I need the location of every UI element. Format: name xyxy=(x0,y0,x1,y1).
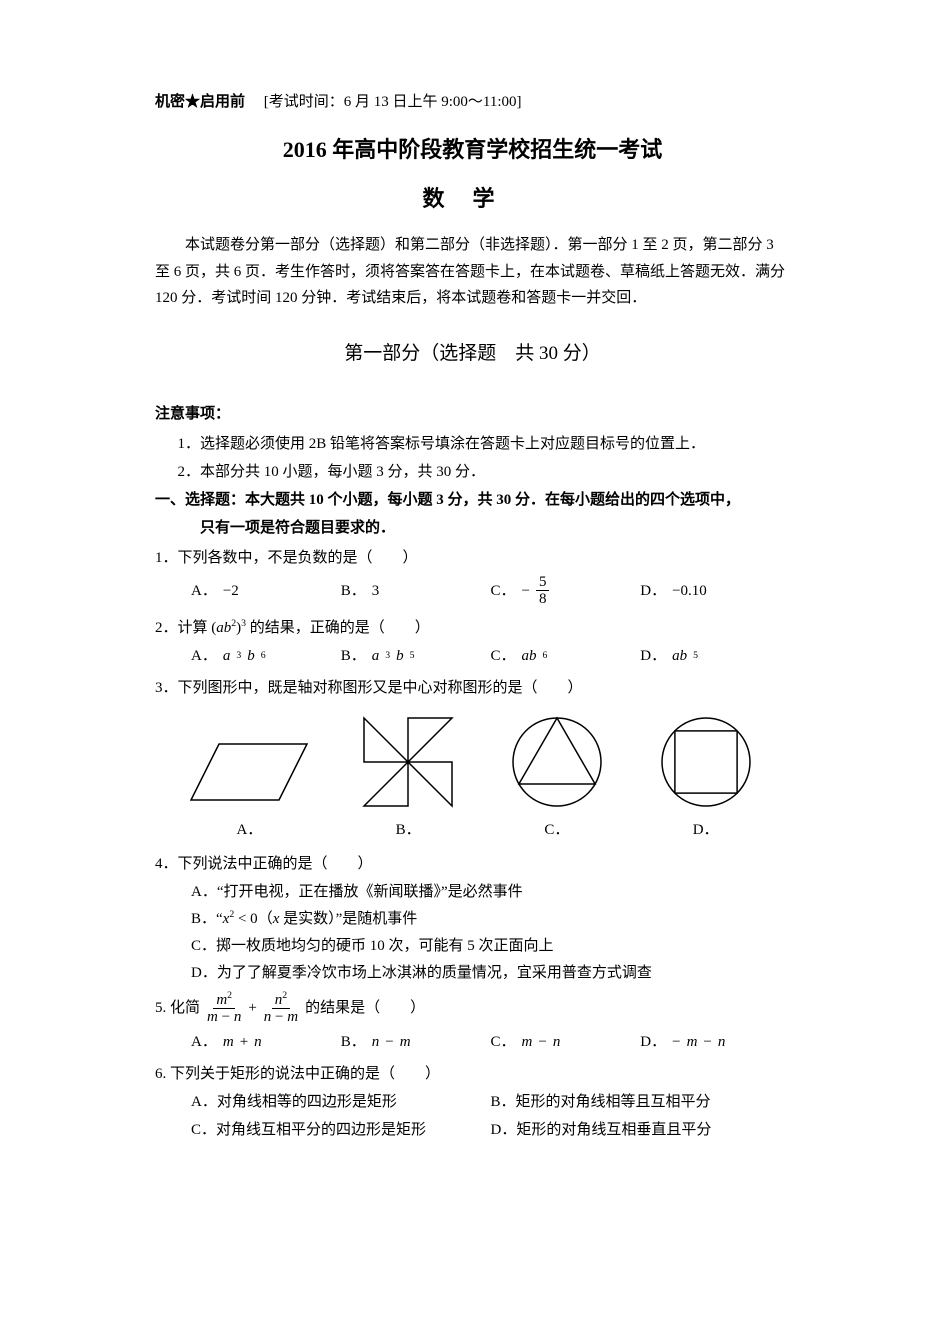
notice-item: 2．本部分共 10 小题，每小题 3 分，共 30 分． xyxy=(155,460,790,484)
intro-paragraph: 本试题卷分第一部分（选择题）和第二部分（非选择题）．第一部分 1 至 2 页，第… xyxy=(155,232,790,311)
figure-C: C． xyxy=(507,712,607,842)
figure-A: A． xyxy=(189,732,309,842)
option-B: B．a3b5 xyxy=(341,644,491,668)
option-C: C．掷一枚质地均匀的硬币 10 次，可能有 5 次正面向上 xyxy=(155,934,790,958)
section-header: 第一部分（选择题 共 30 分） xyxy=(155,339,790,369)
circle-triangle-icon xyxy=(507,712,607,812)
header-line: 机密★启用前 [考试时间：6 月 13 日上午 9:00～11:00] xyxy=(155,90,790,114)
subject-title: 数学 xyxy=(155,181,790,216)
question-4-stem: 4．下列说法中正确的是（ ） xyxy=(155,852,790,876)
option-B: B．3 xyxy=(341,579,491,603)
option-B: B．矩形的对角线相等且互相平分 xyxy=(491,1090,791,1114)
question-1-options: A．−2 B．3 C．− 58 D．−0.10 xyxy=(155,574,790,608)
option-C: C．对角线互相平分的四边形是矩形 xyxy=(191,1118,491,1142)
pinwheel-icon xyxy=(358,712,458,812)
option-D: D．−0.10 xyxy=(640,579,790,603)
option-A: A．“打开电视，正在播放《新闻联播》”是必然事件 xyxy=(155,880,790,904)
exam-time: [考试时间：6 月 13 日上午 9:00～11:00] xyxy=(264,94,522,110)
notice-title: 注意事项： xyxy=(155,402,790,426)
circle-square-icon xyxy=(656,712,756,812)
option-C: C．ab6 xyxy=(491,644,641,668)
question-6-stem: 6. 下列关于矩形的说法中正确的是（ ） xyxy=(155,1062,790,1086)
option-A: A．对角线相等的四边形是矩形 xyxy=(191,1090,491,1114)
option-C: C．m − n xyxy=(491,1030,641,1054)
secret-label: 机密★启用前 xyxy=(155,94,245,110)
option-A: A．−2 xyxy=(191,579,341,603)
notice-item: 1．选择题必须使用 2B 铅笔将答案标号填涂在答题卡上对应题目标号的位置上． xyxy=(155,432,790,456)
option-A: A．a3b6 xyxy=(191,644,341,668)
option-D: D．− m − n xyxy=(640,1030,790,1054)
option-D: D．ab5 xyxy=(640,644,790,668)
question-2-options: A．a3b6 B．a3b5 C．ab6 D．ab5 xyxy=(155,644,790,668)
option-D: D．为了了解夏季冷饮市场上冰淇淋的质量情况，宜采用普查方式调查 xyxy=(155,961,790,985)
option-A: A．m + n xyxy=(191,1030,341,1054)
section-instruction-cont: 只有一项是符合题目要求的． xyxy=(155,516,790,540)
option-C: C．− 58 xyxy=(491,574,641,608)
exam-title: 2016 年高中阶段教育学校招生统一考试 xyxy=(155,132,790,167)
option-D: D．矩形的对角线互相垂直且平分 xyxy=(491,1118,791,1142)
parallelogram-icon xyxy=(189,732,309,812)
question-6-options: A．对角线相等的四边形是矩形 B．矩形的对角线相等且互相平分 C．对角线互相平分… xyxy=(155,1090,790,1146)
option-B: B．“x2 < 0（x 是实数）”是随机事件 xyxy=(155,907,790,931)
question-1-stem: 1．下列各数中，不是负数的是（ ） xyxy=(155,546,790,570)
question-3-stem: 3．下列图形中，既是轴对称图形又是中心对称图形的是（ ） xyxy=(155,676,790,700)
section-instruction: 一、选择题：本大题共 10 个小题，每小题 3 分，共 30 分．在每小题给出的… xyxy=(155,488,790,512)
figure-D: D． xyxy=(656,712,756,842)
question-5-options: A．m + n B．n − m C．m − n D．− m − n xyxy=(155,1030,790,1054)
question-2-stem: 2．计算 (ab2)3 的结果，正确的是（ ） xyxy=(155,616,790,640)
question-5-stem: 5. 化简 m2m − n + n2n − m 的结果是（ ） xyxy=(155,991,790,1026)
question-3-figures: A． B． C． D． xyxy=(155,704,790,846)
figure-B: B． xyxy=(358,712,458,842)
option-B: B．n − m xyxy=(341,1030,491,1054)
